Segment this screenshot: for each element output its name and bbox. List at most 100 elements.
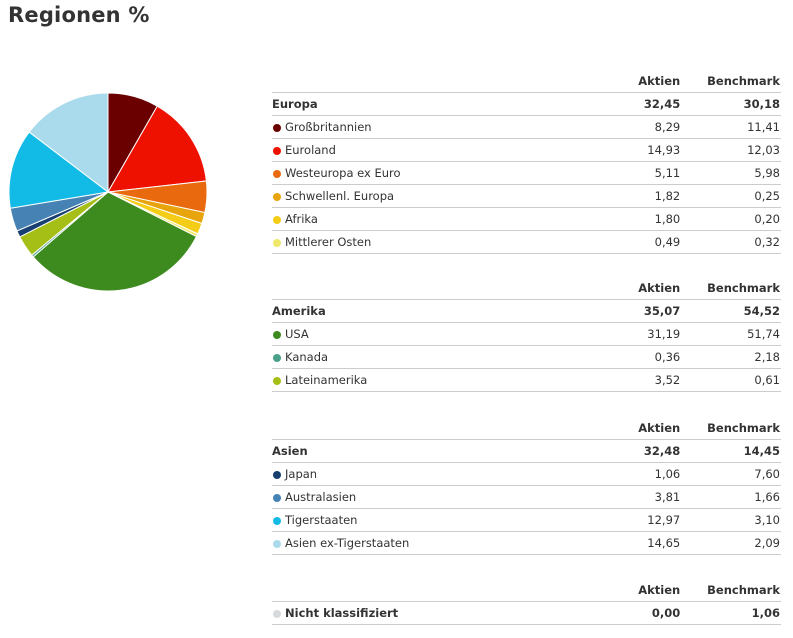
group-row-amerika: Amerika 35,07 54,52 [272,299,781,323]
table-row: Australasien 3,81 1,66 [272,485,781,509]
amerika-table: Aktien Benchmark Amerika 35,07 54,52 USA… [272,277,781,392]
region-label: USA [285,327,309,341]
benchmark-value: 0,61 [681,368,781,392]
benchmark-column-header: Benchmark [681,70,781,93]
region-label: Tigerstaaten [285,513,358,527]
aktien-value: 12,97 [565,508,682,532]
benchmark-value: 0,20 [681,207,781,231]
aktien-column-header: Aktien [565,417,682,440]
benchmark-value: 51,74 [681,322,781,346]
aktien-value: 0,36 [565,345,682,369]
benchmark-value: 2,18 [681,345,781,369]
legend-dot-icon [273,493,281,502]
legend-dot-icon [273,516,281,525]
benchmark-value: 1,06 [681,601,781,625]
table-header-row: Aktien Benchmark [272,417,781,440]
table-row: Mittlerer Osten 0,49 0,32 [272,230,781,254]
table-row: Japan 1,06 7,60 [272,462,781,486]
aktien-value: 8,29 [565,115,682,139]
legend-dot-icon [273,146,281,155]
region-label: Lateinamerika [285,373,368,387]
group-label: Nicht klassifiziert [285,606,399,620]
aktien-value: 35,07 [565,299,682,323]
page-title: Regionen % [8,3,150,27]
table-row: Großbritannien 8,29 11,41 [272,115,781,139]
name-column-header [272,417,566,440]
benchmark-value: 0,25 [681,184,781,208]
benchmark-value: 1,66 [681,485,781,509]
benchmark-value: 5,98 [681,161,781,185]
benchmark-column-header: Benchmark [681,277,781,300]
legend-dot-icon [273,470,281,479]
aktien-value: 0,00 [565,601,682,625]
benchmark-column-header: Benchmark [681,579,781,602]
aktien-value: 3,81 [565,485,682,509]
region-label: Australasien [285,490,357,504]
region-label: Kanada [285,350,329,364]
aktien-value: 14,65 [565,531,682,555]
benchmark-value: 12,03 [681,138,781,162]
benchmark-value: 2,09 [681,531,781,555]
table-row: Euroland 14,93 12,03 [272,138,781,162]
legend-dot-icon [273,330,281,339]
aktien-column-header: Aktien [565,579,682,602]
region-label: Euroland [285,143,336,157]
table-row: Schwellenl. Europa 1,82 0,25 [272,184,781,208]
legend-dot-icon [273,215,281,224]
group-label: Asien [272,439,566,463]
table-header-row: Aktien Benchmark [272,579,781,602]
aktien-value: 32,45 [565,92,682,116]
pie-slice-euroland [107,105,207,193]
legend-dot-icon [273,353,281,362]
name-column-header [272,579,566,602]
legend-dot-icon [273,123,281,132]
group-row-asien: Asien 32,48 14,45 [272,439,781,463]
table-row: Afrika 1,80 0,20 [272,207,781,231]
legend-dot-icon [273,609,281,618]
aktien-value: 1,82 [565,184,682,208]
aktien-value: 32,48 [565,439,682,463]
region-label: Westeuropa ex Euro [285,166,401,180]
benchmark-value: 14,45 [681,439,781,463]
pie-slice-tigerstaaten [8,131,110,209]
legend-dot-icon [273,238,281,247]
table-row: Kanada 0,36 2,18 [272,345,781,369]
table-header-row: Aktien Benchmark [272,277,781,300]
legend-dot-icon [273,376,281,385]
table-row: Lateinamerika 3,52 0,61 [272,368,781,392]
benchmark-column-header: Benchmark [681,417,781,440]
aktien-column-header: Aktien [565,277,682,300]
aktien-value: 14,93 [565,138,682,162]
table-header-row: Aktien Benchmark [272,70,781,93]
benchmark-value: 3,10 [681,508,781,532]
aktien-value: 3,52 [565,368,682,392]
table-row: USA 31,19 51,74 [272,322,781,346]
name-column-header [272,277,566,300]
region-label: Schwellenl. Europa [285,189,395,203]
benchmark-value: 30,18 [681,92,781,116]
region-label: Großbritannien [285,120,372,134]
region-label: Mittlerer Osten [285,235,372,249]
table-row: Asien ex-Tigerstaaten 14,65 2,09 [272,531,781,555]
table-row: Tigerstaaten 12,97 3,10 [272,508,781,532]
region-label: Asien ex-Tigerstaaten [285,536,410,550]
benchmark-value: 11,41 [681,115,781,139]
aktien-value: 5,11 [565,161,682,185]
nicht-klassifiziert-table: Aktien Benchmark Nicht klassifiziert 0,0… [272,579,781,625]
name-column-header [272,70,566,93]
group-label: Europa [272,92,566,116]
pie-slice-usa [32,191,198,292]
region-label: Japan [285,467,318,481]
benchmark-value: 0,32 [681,230,781,254]
aktien-value: 1,80 [565,207,682,231]
benchmark-value: 7,60 [681,462,781,486]
pie-slice-asien-ex-tigerstaaten [28,92,109,194]
legend-dot-icon [273,539,281,548]
legend-dot-icon [273,192,281,201]
aktien-value: 31,19 [565,322,682,346]
group-row-nicht-klassifiziert: Nicht klassifiziert 0,00 1,06 [272,601,781,625]
group-row-europa: Europa 32,45 30,18 [272,92,781,116]
region-label: Afrika [285,212,318,226]
aktien-value: 0,49 [565,230,682,254]
aktien-column-header: Aktien [565,70,682,93]
